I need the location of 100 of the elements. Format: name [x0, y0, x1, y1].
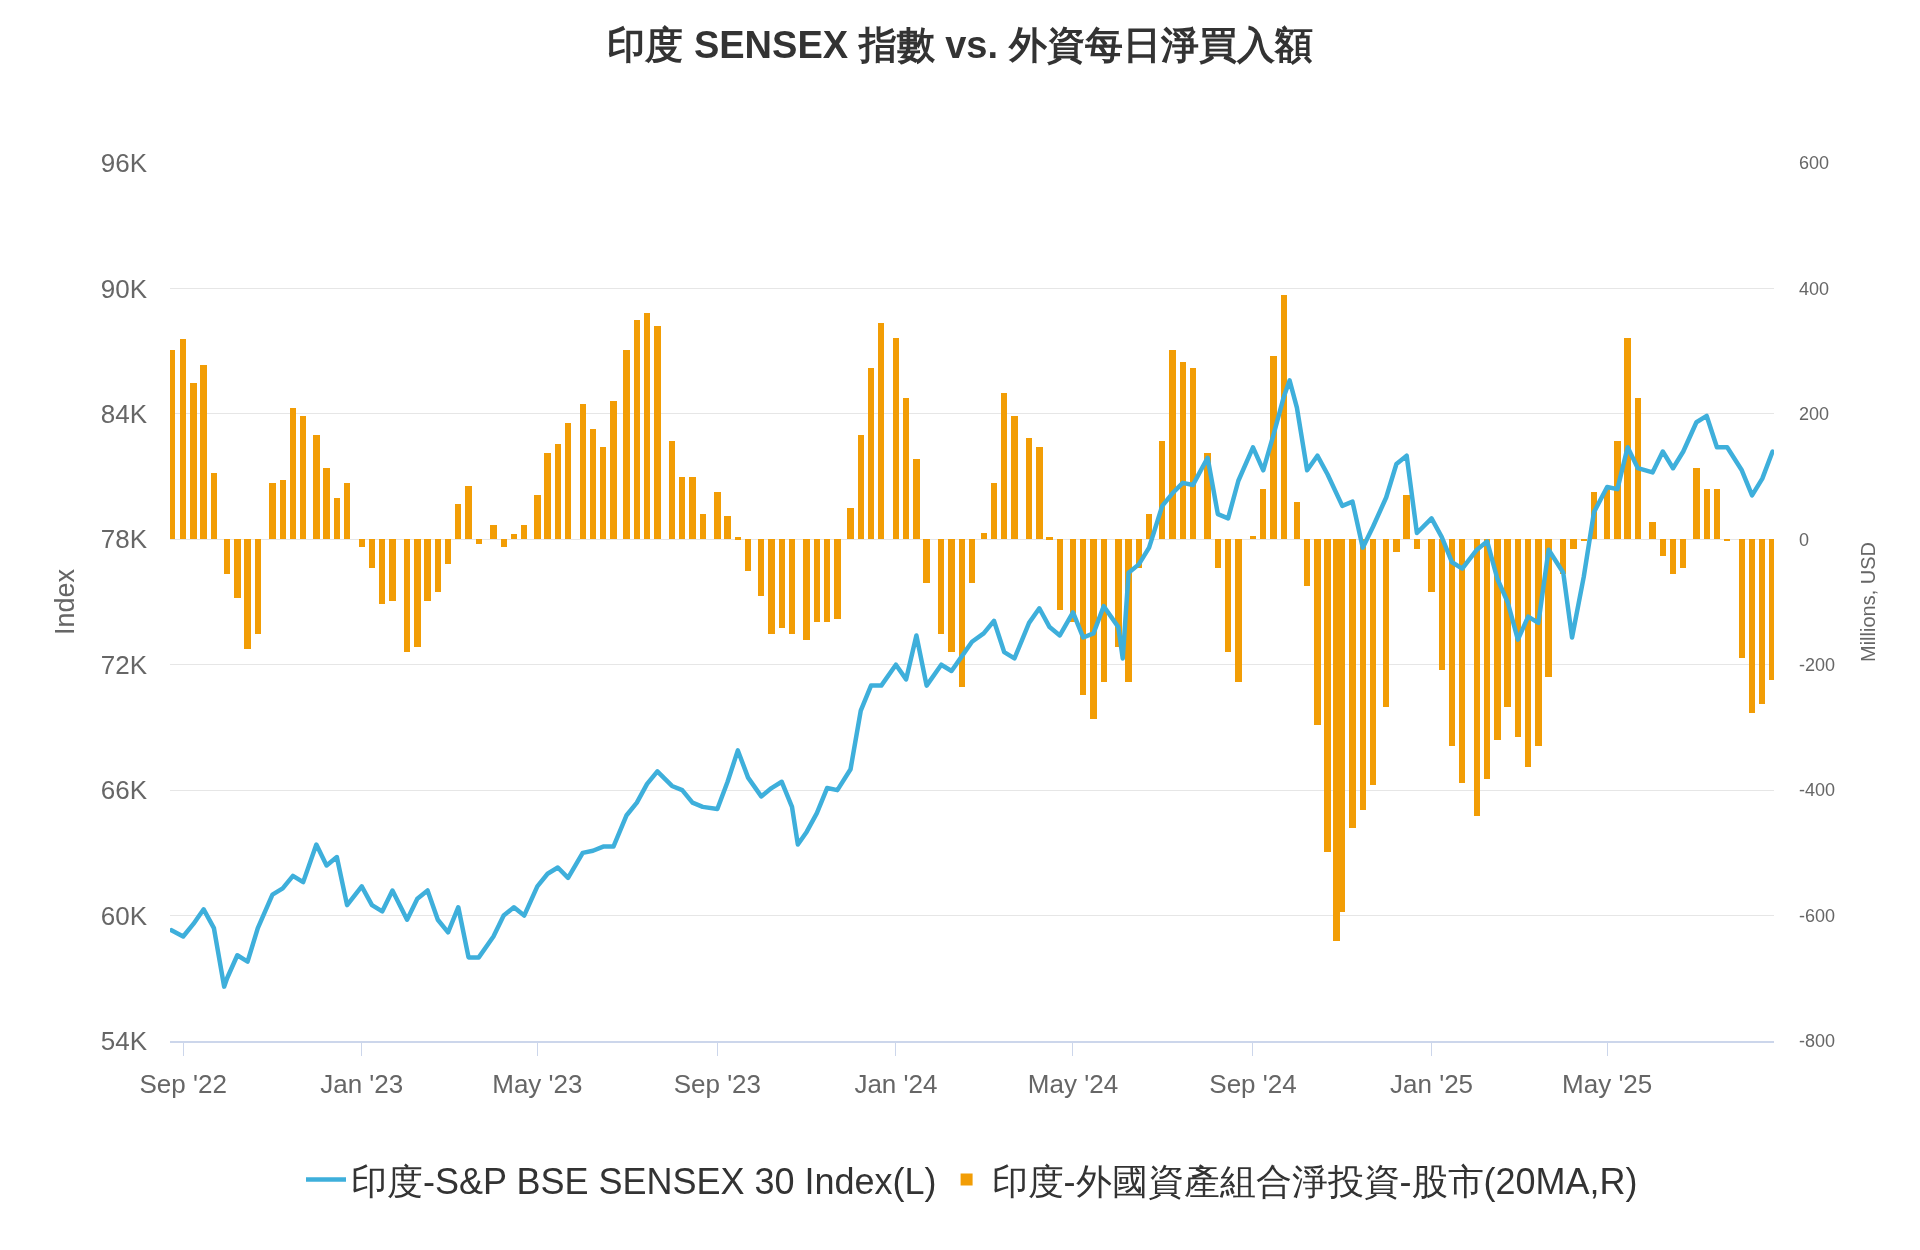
bar [1515, 539, 1521, 737]
bar [244, 539, 251, 649]
bar [1383, 539, 1389, 707]
bar [1370, 539, 1376, 785]
bar [1660, 539, 1666, 556]
bar [1304, 539, 1310, 586]
bar [1670, 539, 1676, 574]
bar [1704, 489, 1710, 539]
bar [200, 365, 207, 539]
bar [893, 338, 899, 539]
bar [789, 539, 795, 634]
x-tick-label: May '23 [492, 1068, 583, 1099]
bar [424, 539, 431, 601]
y-tick-label: 72K [100, 649, 148, 680]
bar [1635, 398, 1641, 539]
bar [534, 495, 541, 539]
bar [654, 326, 661, 539]
bar [991, 483, 997, 539]
y-tick-label: 84K [100, 398, 148, 429]
bar [1428, 539, 1435, 592]
bar [1693, 468, 1700, 539]
bar [1474, 539, 1480, 816]
bar [689, 477, 696, 539]
bar [1459, 539, 1465, 783]
bar [948, 539, 955, 652]
bar [768, 539, 775, 634]
bar [981, 533, 987, 539]
bar [913, 459, 920, 539]
bar [1393, 539, 1400, 552]
x-tick-label: Jan '24 [854, 1068, 938, 1099]
bar [724, 516, 731, 539]
bar [180, 339, 186, 539]
y2-tick-label: 200 [1799, 404, 1830, 425]
bar [1759, 539, 1765, 704]
bar [735, 537, 741, 540]
bar [1001, 393, 1007, 539]
bar [969, 539, 975, 583]
bar [170, 350, 175, 539]
y-tick-label: 90K [100, 273, 148, 304]
bar [858, 435, 864, 539]
bar [1504, 539, 1511, 707]
bar [1101, 539, 1107, 682]
bar [1604, 489, 1610, 539]
x-tick-label: Sep '22 [139, 1068, 227, 1099]
bar [1250, 536, 1256, 539]
bar [959, 539, 965, 687]
bar [255, 539, 261, 634]
bar [511, 534, 517, 539]
bar [389, 539, 396, 601]
bar [679, 477, 685, 539]
bar [803, 539, 810, 640]
bar [878, 323, 884, 539]
bar [1494, 539, 1501, 740]
bar [610, 401, 617, 539]
y2-tick-label: -600 [1799, 905, 1836, 926]
bar [1080, 539, 1086, 695]
bar [923, 539, 930, 583]
bar [1260, 489, 1266, 539]
bar [714, 492, 721, 539]
bar [1449, 539, 1455, 746]
bar [868, 368, 874, 539]
bar [1180, 362, 1186, 539]
bar [280, 480, 286, 539]
y-tick-label: 66K [100, 775, 148, 806]
y-tick-label: 78K [100, 524, 148, 555]
bar [1215, 539, 1221, 568]
bar [1769, 539, 1774, 680]
bar [644, 313, 650, 539]
bar [1046, 537, 1053, 540]
chart-title: 印度 SENSEX 指數 vs. 外資每日淨買入額 [607, 24, 1313, 67]
bar [824, 539, 830, 622]
bar [544, 453, 551, 539]
bar [490, 525, 497, 539]
y-tick-label: 60K [100, 900, 148, 931]
bar [190, 383, 197, 539]
y2-tick-label: -800 [1799, 1031, 1836, 1052]
bar [590, 429, 596, 539]
bar [359, 539, 365, 547]
bar [1036, 447, 1043, 539]
bar [445, 539, 451, 564]
bar [1414, 539, 1420, 549]
bar [435, 539, 441, 592]
bar [300, 416, 306, 539]
bar [1026, 438, 1032, 539]
bar [404, 539, 410, 652]
bar [938, 539, 944, 634]
bar [1649, 522, 1656, 539]
bar [521, 525, 527, 539]
bar [745, 539, 751, 571]
legend-label: 印度-S&P BSE SENSEX 30 Index(L) [351, 1160, 937, 1202]
bar [1057, 539, 1063, 610]
bar [1294, 502, 1300, 539]
bar [903, 398, 909, 539]
bar [344, 483, 350, 539]
bar [1146, 514, 1152, 539]
bar [379, 539, 385, 604]
bar [1169, 350, 1176, 539]
y-axis-title: Index [49, 568, 80, 636]
y2-axis-title: Millions, USD [1856, 541, 1879, 663]
bar [1349, 539, 1356, 828]
